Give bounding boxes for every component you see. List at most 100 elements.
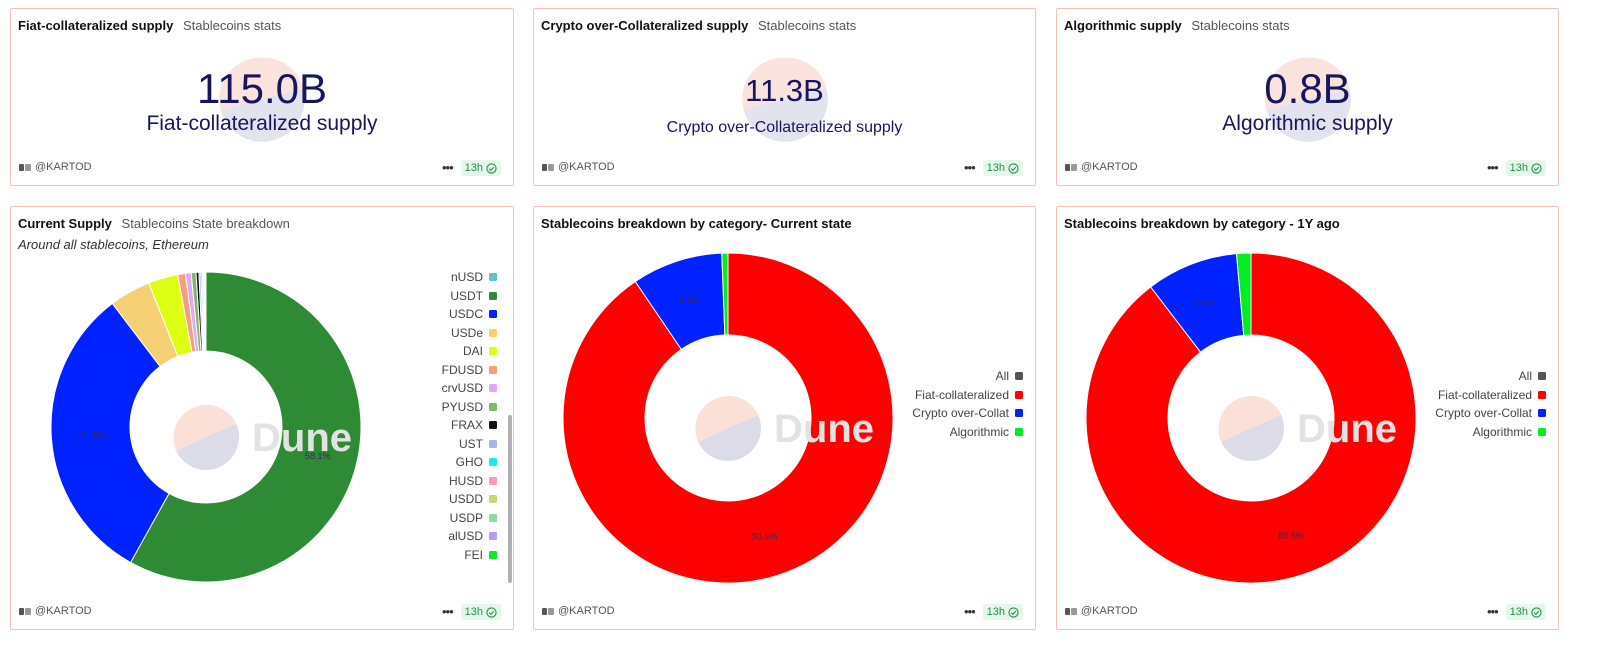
legend-item-all[interactable]: All [1435,367,1546,386]
legend-label: USDD [448,492,483,507]
legend-item-dai[interactable]: DAI [442,342,497,361]
legend-item-all[interactable]: All [912,367,1023,386]
counter-body: 11.3B Crypto over-Collateralized supply [534,49,1035,159]
legend-item-fdusd[interactable]: FDUSD [442,361,497,380]
legend-item-usdt[interactable]: USDT [442,287,497,306]
pie-slice-algorithmic[interactable] [721,252,729,336]
card-title[interactable]: Fiat-collateralized supply [18,18,174,33]
legend-swatch [489,513,497,522]
card-title[interactable]: Algorithmic supply [1064,18,1182,33]
more-options-icon[interactable]: ••• [441,604,454,619]
legend-label: USDC [448,307,483,322]
legend-label: nUSD [450,270,483,285]
dune-logo-icon [219,57,305,142]
more-options-icon[interactable]: ••• [963,604,976,619]
refresh-age-badge[interactable]: 13h [460,160,501,176]
legend-item-crypto-over-collat[interactable]: Crypto over-Collat [912,404,1023,423]
legend-swatch [489,365,497,374]
author-name: @KARTOD [558,605,615,617]
slice-label: 89.6% [1278,530,1304,540]
legend-item-alusd[interactable]: alUSD [442,527,497,546]
dune-watermark: Dune [252,416,352,460]
card-title[interactable]: Stablecoins breakdown by category - 1Y a… [1064,216,1340,231]
pie-slice-fiat-collateralized[interactable] [1085,252,1417,584]
supply-donut-chart[interactable]: 58.1% 31.6% Dune [11,207,515,631]
legend-item-usdd[interactable]: USDD [442,490,497,509]
author-avatar-icon [542,163,554,171]
legend-item-fei[interactable]: FEI [442,546,497,565]
legend-swatch [489,421,497,430]
legend-item-ust[interactable]: UST [442,435,497,454]
legend-swatch [489,310,497,319]
counter-value: 115.0B [197,65,327,112]
slice-label: 31.6% [78,430,104,440]
legend-swatch [489,273,497,282]
legend-swatch [489,532,497,541]
author-avatar-icon [19,163,31,171]
legend-swatch [1015,427,1023,436]
refresh-age-badge[interactable]: 13h [1505,604,1546,620]
category-1y-donut-chart[interactable]: 89.6% 9.0% Dune [1057,207,1560,631]
check-circle-icon [1531,162,1542,174]
card-subtitle: Stablecoins stats [757,18,857,33]
legend-label: FEI [464,547,483,562]
more-options-icon[interactable]: ••• [1486,160,1499,175]
author-link[interactable]: @KARTOD [19,605,92,617]
author-link[interactable]: @KARTOD [1065,161,1138,173]
card-title[interactable]: Crypto over-Collateralized supply [541,18,749,33]
age-text: 13h [464,606,483,618]
legend-item-usdc[interactable]: USDC [442,305,497,324]
card-footer: @KARTOD ••• 13h [19,160,501,176]
dune-watermark: Dune [774,407,874,451]
check-circle-icon [1531,606,1542,618]
pie-slice-fiat-collateralized[interactable] [562,252,894,584]
footer-actions: ••• 13h [1487,604,1546,620]
legend-scrollbar[interactable] [508,415,512,583]
legend-item-gho[interactable]: GHO [442,453,497,472]
legend-label: UST [459,436,483,451]
legend-swatch [489,439,497,448]
legend-item-nusd[interactable]: nUSD [442,268,497,287]
legend-item-husd[interactable]: HUSD [442,472,497,491]
author-link[interactable]: @KARTOD [542,605,615,617]
refresh-age-badge[interactable]: 13h [982,604,1023,620]
legend-item-algorithmic[interactable]: Algorithmic [1435,423,1546,442]
card-title[interactable]: Stablecoins breakdown by category- Curre… [541,216,852,231]
legend-label: All [995,369,1009,384]
category-1y-card: Stablecoins breakdown by category - 1Y a… [1056,206,1559,630]
legend-item-usde[interactable]: USDe [442,324,497,343]
pie-slice-usdc[interactable] [50,302,170,564]
check-circle-icon [1008,606,1019,618]
refresh-age-badge[interactable]: 13h [1505,160,1546,176]
more-options-icon[interactable]: ••• [441,160,454,175]
legend-item-crypto-over-collat[interactable]: Crypto over-Collat [1435,404,1546,423]
pie-slice-usdt[interactable] [129,271,362,583]
footer-actions: ••• 13h [442,604,501,620]
legend-item-usdp[interactable]: USDP [442,509,497,528]
legend-item-crvusd[interactable]: crvUSD [442,379,497,398]
legend-swatch [489,328,497,337]
author-link[interactable]: @KARTOD [1065,605,1138,617]
legend-swatch [489,458,497,467]
legend-item-fiat-collateralized[interactable]: Fiat-collateralized [912,386,1023,405]
card-title[interactable]: Current Supply [18,216,112,231]
legend-label: FDUSD [441,362,483,377]
legend-swatch [489,476,497,485]
more-options-icon[interactable]: ••• [963,160,976,175]
more-options-icon[interactable]: ••• [1486,604,1499,619]
author-link[interactable]: @KARTOD [19,161,92,173]
pie-slice-algorithmic[interactable] [1235,252,1252,336]
refresh-age-badge[interactable]: 13h [460,604,501,620]
legend-item-pyusd[interactable]: PYUSD [442,398,497,417]
counter-value: 0.8B [1264,65,1351,112]
category-now-donut-chart[interactable]: 90.5% 8.9% Dune [534,207,1037,631]
card-footer: @KARTOD ••• 13h [542,604,1023,620]
legend-item-fiat-collateralized[interactable]: Fiat-collateralized [1435,386,1546,405]
legend-item-algorithmic[interactable]: Algorithmic [912,423,1023,442]
check-circle-icon [486,162,497,174]
refresh-age-badge[interactable]: 13h [982,160,1023,176]
dune-logo-icon [695,395,762,462]
legend-swatch [1538,390,1546,399]
legend-item-frax[interactable]: FRAX [442,416,497,435]
author-link[interactable]: @KARTOD [542,161,615,173]
